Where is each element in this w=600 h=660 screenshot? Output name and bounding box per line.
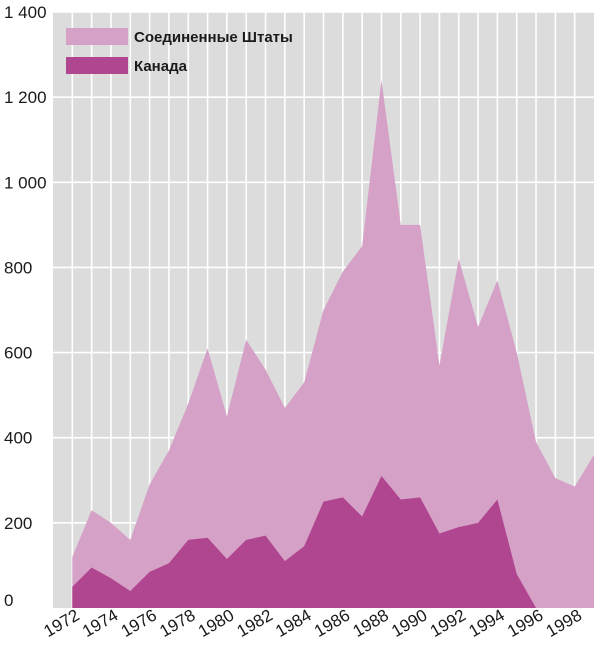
y-tick-label: 800 [4,258,32,277]
y-tick-label: 0 [4,591,13,610]
legend-swatch [66,28,128,45]
x-tick-label: 1978 [156,606,198,641]
legend-label: Канада [134,58,188,75]
y-axis-ticks: 0 200 400 600 800 1 000 1 200 1 400 [4,3,47,610]
x-tick-label: 1972 [40,606,82,641]
y-tick-label: 200 [4,514,32,533]
y-tick-label: 1 400 [4,3,47,22]
y-tick-label: 1 200 [4,88,47,107]
x-tick-label: 1996 [504,606,546,641]
x-axis-ticks: 1972197419761978198019821984198619881990… [40,606,585,641]
x-tick-label: 1974 [79,606,121,641]
x-tick-label: 1980 [195,606,237,641]
x-tick-label: 1992 [427,606,469,641]
x-tick-label: 1986 [311,606,353,641]
y-tick-label: 400 [4,429,32,448]
x-tick-label: 1988 [350,606,392,641]
x-tick-label: 1994 [466,606,508,641]
area-series-1 [72,80,595,609]
x-tick-label: 1982 [234,606,276,641]
x-tick-label: 1976 [118,606,160,641]
area-series-2 [72,476,595,608]
x-tick-label: 1990 [388,606,430,641]
areas [72,80,595,609]
x-tick-label: 1998 [543,606,585,641]
legend-swatch [66,57,128,74]
legend-label: Соединенные Штаты [134,29,293,46]
x-tick-label: 1984 [272,606,314,641]
legend: Соединенные Штаты Канада [66,28,293,75]
y-tick-label: 600 [4,344,32,363]
y-tick-label: 1 000 [4,173,47,192]
